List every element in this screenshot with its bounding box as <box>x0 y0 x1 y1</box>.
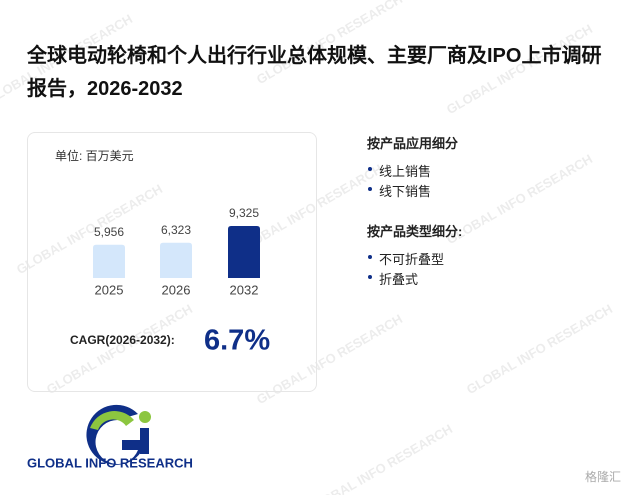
segment-item: 线下销售 <box>379 184 432 199</box>
value-label: 5,956 <box>94 225 124 239</box>
x-tick-label: 2032 <box>230 282 259 297</box>
logo-text: GLOBAL INFO RESEARCH <box>27 455 193 470</box>
brand: 格隆汇 <box>585 469 621 484</box>
segment-title: 按产品应用细分 <box>367 136 459 151</box>
cagr-label: CAGR(2026-2032): <box>70 333 175 347</box>
bullet <box>368 275 372 279</box>
bullet <box>368 187 372 191</box>
value-label: 9,325 <box>229 206 259 220</box>
segment-item: 折叠式 <box>379 272 419 287</box>
value-label: 6,323 <box>161 223 191 237</box>
segment-item: 线上销售 <box>379 164 432 179</box>
unit-label: 单位: 百万美元 <box>55 148 134 163</box>
cagr-value: 6.7% <box>204 325 270 357</box>
segment-item: 不可折叠型 <box>379 252 445 267</box>
report-title: 全球电动轮椅和个人出行行业总体规模、主要厂商及IPO上市调研报告，2026-20… <box>27 45 602 100</box>
bar <box>160 242 192 278</box>
x-tick-label: 2025 <box>95 282 124 297</box>
chart-card <box>27 132 317 392</box>
x-tick-label: 2026 <box>162 282 191 297</box>
bullet <box>368 255 372 259</box>
logo-mark <box>86 404 151 465</box>
segment-title: 按产品类型细分: <box>367 224 463 239</box>
bullet <box>368 167 372 171</box>
bar <box>93 244 125 278</box>
bar <box>228 226 260 278</box>
